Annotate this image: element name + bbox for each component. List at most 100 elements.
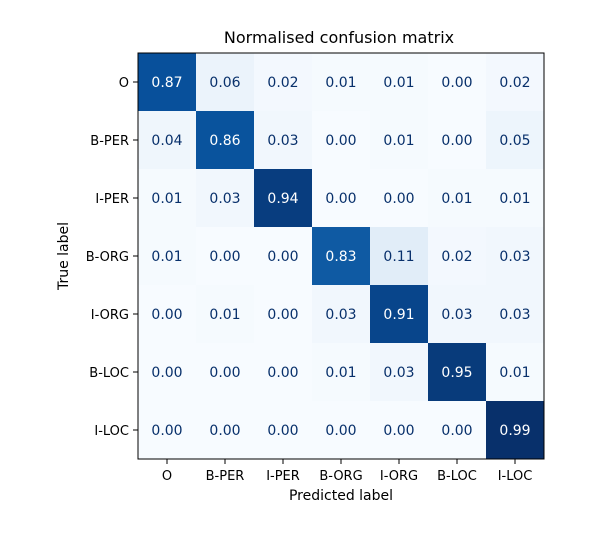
- heatmap-cell: [486, 169, 544, 227]
- heatmap-cell-label: 0.00: [209, 423, 240, 439]
- x-axis-ticks: O B-PER I-PER B-ORG I-ORG B-LOC I-LOC: [162, 459, 532, 484]
- heatmap-cell: [312, 343, 370, 401]
- heatmap-cell-label: 0.94: [267, 191, 298, 207]
- heatmap-cell: [486, 343, 544, 401]
- x-tick-label: B-PER: [206, 469, 245, 484]
- heatmap-cell: [428, 343, 486, 401]
- heatmap-cell: [196, 53, 254, 111]
- heatmap-cell-label: 0.00: [325, 423, 356, 439]
- heatmap-cell-label: 0.00: [325, 133, 356, 149]
- heatmap-cell: [254, 111, 312, 169]
- heatmap-cell: [196, 343, 254, 401]
- heatmap-cell: [486, 227, 544, 285]
- heatmap-cell: [486, 53, 544, 111]
- y-tick-label: B-ORG: [86, 250, 129, 265]
- heatmap-cell: [254, 169, 312, 227]
- heatmap-cell: [370, 285, 428, 343]
- heatmap-cell-label: 0.01: [383, 133, 414, 149]
- heatmap-cell: [486, 111, 544, 169]
- heatmap-cell-labels: 0.87 0.06 0.02 0.01 0.01 0.00 0.02 0.04 0.86 0.03…: [151, 75, 530, 439]
- heatmap-cell-label: 0.00: [267, 423, 298, 439]
- x-tick-label: O: [162, 469, 172, 484]
- heatmap-cell-label: 0.95: [441, 365, 472, 381]
- heatmap-cell-label: 0.01: [383, 75, 414, 91]
- y-tick-label: I-ORG: [91, 308, 129, 323]
- y-tick-label: B-LOC: [89, 366, 129, 381]
- heatmap-cell-label: 0.02: [499, 75, 530, 91]
- heatmap-cell-label: 0.01: [151, 249, 182, 265]
- x-tick-label: I-ORG: [380, 469, 418, 484]
- heatmap-cell-label: 0.00: [267, 307, 298, 323]
- heatmap-cell: [138, 111, 196, 169]
- heatmap-cell-label: 0.04: [151, 133, 182, 149]
- heatmap-cell-label: 0.01: [325, 75, 356, 91]
- heatmap-cell-label: 0.87: [151, 75, 182, 91]
- heatmap-cell-label: 0.03: [325, 307, 356, 323]
- heatmap-cell-label: 0.83: [325, 249, 356, 265]
- heatmap-cell: [370, 343, 428, 401]
- heatmap-cell-label: 0.00: [151, 307, 182, 323]
- heatmap-cell-label: 0.03: [499, 307, 530, 323]
- heatmap-cell-label: 0.06: [209, 75, 240, 91]
- heatmap-cell: [138, 285, 196, 343]
- x-tick-label: I-PER: [266, 469, 300, 484]
- heatmap-cell: [138, 53, 196, 111]
- heatmap-cell: [254, 227, 312, 285]
- heatmap-cell: [254, 343, 312, 401]
- heatmap-cell: [196, 285, 254, 343]
- heatmap-cell: [370, 169, 428, 227]
- heatmap-cell: [138, 401, 196, 459]
- heatmap-cell: [370, 111, 428, 169]
- heatmap-cell-label: 0.00: [441, 133, 472, 149]
- heatmap-cell-label: 0.00: [383, 423, 414, 439]
- heatmap-cell: [428, 111, 486, 169]
- heatmap-cell: [254, 285, 312, 343]
- heatmap-cell-label: 0.01: [499, 191, 530, 207]
- heatmap-cell-label: 0.05: [499, 133, 530, 149]
- heatmap-cell: [370, 53, 428, 111]
- heatmap-cell: [312, 227, 370, 285]
- chart-title: Normalised confusion matrix: [224, 28, 454, 47]
- heatmap-cell-label: 0.02: [267, 75, 298, 91]
- heatmap-cell: [428, 169, 486, 227]
- heatmap-cell-label: 0.03: [209, 191, 240, 207]
- heatmap-cell-label: 0.03: [499, 249, 530, 265]
- heatmap-cell: [138, 343, 196, 401]
- heatmap-cell-label: 0.00: [267, 365, 298, 381]
- heatmap-cell: [254, 53, 312, 111]
- heatmap-cell-label: 0.00: [151, 423, 182, 439]
- heatmap-cell-label: 0.03: [441, 307, 472, 323]
- y-tick-label: B-PER: [90, 134, 129, 149]
- heatmap-cell-label: 0.11: [383, 249, 414, 265]
- heatmap-cell: [312, 401, 370, 459]
- y-tick-label: I-LOC: [94, 424, 129, 439]
- y-axis-ticks: O B-PER I-PER B-ORG I-ORG B-LOC I-LOC: [86, 76, 138, 439]
- x-axis-label: Predicted label: [289, 488, 393, 504]
- heatmap-cell-label: 0.01: [325, 365, 356, 381]
- heatmap-cell-label: 0.00: [267, 249, 298, 265]
- heatmap-cell-label: 0.00: [209, 249, 240, 265]
- heatmap-cell-label: 0.86: [209, 133, 240, 149]
- heatmap-cell: [428, 401, 486, 459]
- heatmap-cell-label: 0.01: [441, 191, 472, 207]
- heatmap-cell-label: 0.99: [499, 423, 530, 439]
- heatmap-cell-label: 0.00: [151, 365, 182, 381]
- heatmap-cell: [312, 169, 370, 227]
- heatmap-cell-label: 0.00: [441, 423, 472, 439]
- heatmap-cell: [370, 227, 428, 285]
- x-tick-label: I-LOC: [498, 469, 533, 484]
- y-axis-label: True label: [56, 222, 72, 291]
- x-tick-label: B-LOC: [437, 469, 477, 484]
- heatmap-cell-label: 0.00: [325, 191, 356, 207]
- heatmap-cell: [196, 227, 254, 285]
- heatmap-cell: [312, 111, 370, 169]
- heatmap-cell: [428, 227, 486, 285]
- y-tick-label: I-PER: [95, 192, 129, 207]
- heatmap-cell: [254, 401, 312, 459]
- heatmap-cells: [138, 53, 544, 459]
- heatmap-cell: [138, 227, 196, 285]
- heatmap-cell: [486, 401, 544, 459]
- heatmap-cell: [428, 53, 486, 111]
- heatmap-cell: [486, 285, 544, 343]
